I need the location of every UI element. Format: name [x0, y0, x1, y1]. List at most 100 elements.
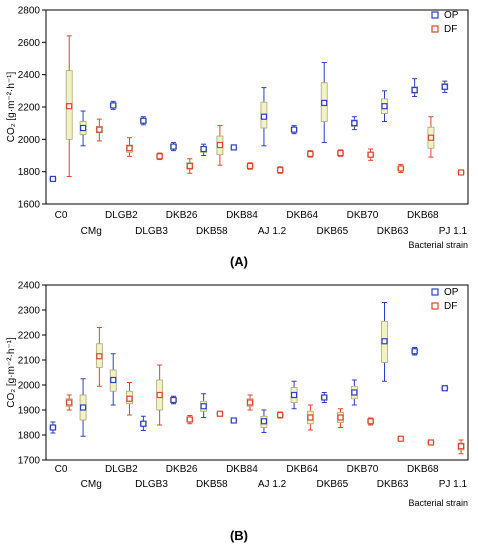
median-marker — [216, 141, 224, 149]
median-marker — [170, 396, 177, 404]
series-op-box — [79, 378, 87, 437]
x-category-label: PJ 1.1 — [439, 479, 468, 490]
x-category-label: DKB70 — [347, 464, 379, 475]
series-op-box — [109, 353, 117, 406]
median-marker — [337, 414, 344, 421]
series-op-box — [230, 144, 238, 151]
x-category-label: C0 — [55, 210, 68, 221]
median-marker — [397, 165, 404, 172]
series-op-box — [441, 385, 449, 392]
median-marker — [411, 86, 418, 94]
median-marker — [441, 83, 448, 90]
y-tick-label: 1900 — [18, 406, 41, 417]
x-category-label: DKB84 — [226, 464, 258, 475]
series-df-box — [216, 125, 224, 166]
x-category-label: AJ 1.2 — [258, 226, 287, 237]
chart-panel-a: 1600 1800 2000 2200 2400 2600 2800 CO₂ [g·m⁻²·h… — [6, 6, 469, 269]
median-marker — [427, 439, 435, 446]
x-category-label: DKB84 — [226, 210, 258, 221]
median-marker — [457, 443, 465, 450]
series-op-box — [49, 421, 57, 434]
legend-marker-op — [431, 288, 439, 296]
median-marker — [49, 424, 57, 431]
median-marker — [277, 166, 284, 174]
x-axis-label: Bacterial strain — [408, 498, 468, 508]
series-df-box — [457, 169, 465, 176]
y-tick-label: 2200 — [18, 331, 41, 342]
median-marker — [96, 353, 103, 360]
median-marker — [381, 103, 388, 110]
x-category-label: DKB70 — [347, 210, 379, 221]
y-tick-label: 1800 — [18, 431, 41, 442]
y-tick-label: 2300 — [18, 306, 41, 317]
x-category-label: CMg — [81, 479, 102, 490]
series-op-box — [350, 379, 358, 406]
x-category-label: PJ 1.1 — [439, 226, 468, 237]
median-marker — [140, 420, 147, 427]
series-op-box — [260, 87, 268, 147]
y-tick-label: 2200 — [18, 103, 41, 114]
x-category-label: DKB68 — [407, 210, 439, 221]
median-marker — [79, 124, 87, 132]
plot-frame — [45, 284, 469, 461]
series-df-box — [337, 408, 344, 428]
median-marker — [126, 145, 133, 152]
y-tick-label: 2000 — [18, 381, 41, 392]
series-df-box — [306, 150, 314, 158]
median-marker — [411, 348, 418, 355]
series-df-box — [427, 439, 435, 446]
median-marker — [230, 144, 237, 151]
median-marker — [321, 394, 328, 401]
series-df-box — [126, 137, 133, 157]
series-op-box — [230, 417, 238, 424]
median-marker — [156, 153, 163, 160]
x-category-label: DLGB2 — [105, 210, 138, 221]
median-marker — [246, 162, 254, 170]
median-marker — [277, 411, 284, 419]
median-marker — [79, 404, 87, 411]
median-marker — [230, 417, 237, 424]
y-tick-label: 2400 — [18, 281, 41, 292]
median-marker — [260, 113, 268, 120]
series-op-box — [411, 347, 419, 356]
series-op-box — [139, 415, 147, 431]
legend-label: OP — [444, 10, 459, 21]
y-tick-label: 2400 — [18, 70, 41, 81]
median-marker — [186, 162, 193, 170]
series-df-box — [156, 364, 164, 426]
series-op-box — [139, 116, 147, 126]
median-marker — [140, 117, 147, 124]
median-marker — [49, 175, 57, 183]
series-df-box — [65, 35, 73, 178]
x-category-label: DLGB2 — [105, 464, 138, 475]
series-df-box — [126, 382, 133, 416]
median-marker — [290, 126, 298, 133]
series-df-box — [397, 435, 405, 442]
plot-frame — [45, 9, 469, 205]
series-df-box — [427, 116, 435, 158]
x-category-label: DKB58 — [196, 226, 228, 237]
series-op-box — [200, 393, 208, 418]
series-op-box — [381, 90, 388, 123]
x-category-label: DKB64 — [286, 464, 318, 475]
legend-marker-op — [431, 11, 439, 19]
series-df-box — [156, 152, 164, 161]
x-category-label: DLGB3 — [135, 226, 168, 237]
series-op-box — [170, 395, 177, 405]
series-op-box — [290, 125, 298, 135]
y-tick-label: 2800 — [18, 6, 41, 17]
series-df-box — [367, 417, 375, 426]
y-tick-label: 1700 — [18, 456, 41, 467]
median-marker — [126, 395, 133, 402]
series-op-box — [441, 80, 449, 93]
series-op-box — [79, 110, 87, 147]
series-op-box — [320, 62, 328, 144]
median-marker — [351, 389, 358, 396]
series-df-box — [306, 404, 314, 431]
x-category-label: DKB65 — [317, 479, 349, 490]
median-marker — [260, 418, 268, 425]
median-marker — [186, 416, 193, 423]
x-category-label: DKB26 — [166, 464, 198, 475]
series-op-box — [170, 142, 177, 152]
series-df-box — [65, 394, 73, 411]
